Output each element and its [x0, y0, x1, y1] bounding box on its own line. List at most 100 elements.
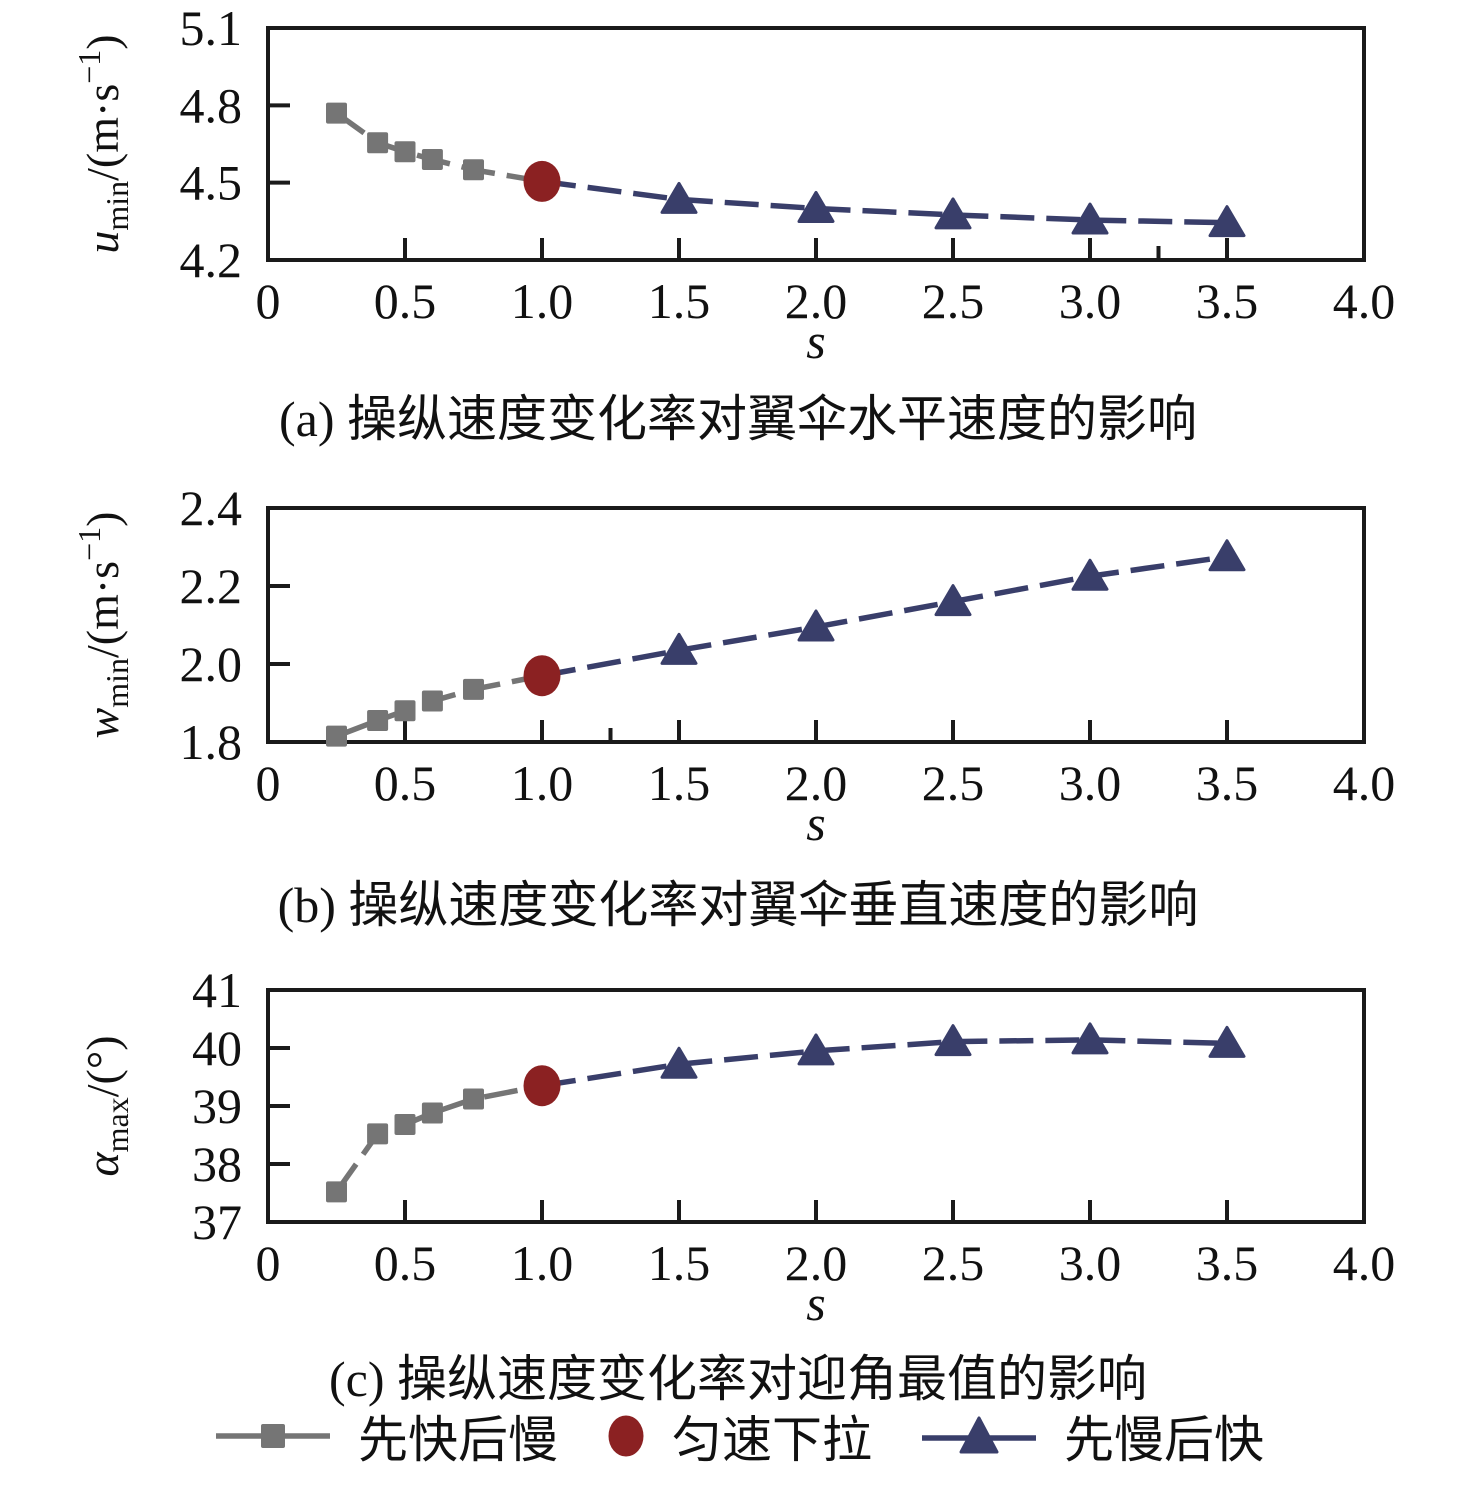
series-line-c-2	[541, 1037, 1228, 1089]
marker-c-square-0	[326, 1181, 347, 1203]
marker-b-triangle-3	[1071, 558, 1109, 591]
marker-b-triangle-2	[934, 584, 972, 617]
series-line-b-0	[335, 673, 543, 739]
legend-label-fast-slow: 先快后慢	[358, 1412, 558, 1468]
y-tick-label-b-0: 1.8	[180, 714, 243, 770]
x-tick-label-c-6: 3.0	[1059, 1235, 1122, 1291]
marker-a-triangle-2	[934, 197, 972, 230]
x-tick-label-a-2: 1.0	[511, 273, 574, 329]
y-tick-label-c-2: 39	[192, 1078, 242, 1134]
caption-c: (c) 操纵速度变化率对迎角最值的影响	[329, 1351, 1147, 1407]
y-axis-label-a: umin/(m·s−1)	[71, 34, 135, 253]
marker-c-triangle-3	[1071, 1022, 1109, 1055]
marker-a-square-3	[421, 148, 443, 170]
marker-b-triangle-4	[1208, 539, 1246, 572]
marker-b-triangle-1	[797, 609, 835, 642]
x-axis-label-c: s	[806, 1275, 825, 1331]
legend-label-uniform: 匀速下拉	[672, 1412, 872, 1468]
marker-c-square-3	[421, 1102, 443, 1124]
y-axis-label-c: αmax/(°)	[77, 1035, 135, 1176]
x-tick-label-b-1: 0.5	[374, 755, 437, 811]
x-tick-label-c-4: 2.0	[785, 1235, 848, 1291]
series-line-b-2	[541, 554, 1228, 679]
x-tick-label-a-3: 1.5	[648, 273, 711, 329]
marker-c-triangle-4	[1208, 1025, 1246, 1058]
y-tick-label-b-2: 2.2	[180, 558, 243, 614]
marker-a-triangle-1	[797, 190, 835, 223]
y-tick-label-b-1: 2.0	[180, 636, 243, 692]
x-tick-label-b-4: 2.0	[785, 755, 848, 811]
marker-b-square-4	[463, 678, 484, 700]
x-tick-label-c-1: 0.5	[374, 1235, 437, 1291]
marker-b-square-0	[326, 725, 347, 747]
legend-triangle-icon	[959, 1416, 999, 1454]
x-axis-label-a: s	[806, 313, 825, 369]
marker-a-square-0	[326, 102, 347, 124]
marker-a-triangle-4	[1208, 205, 1246, 238]
marker-b-square-3	[421, 690, 443, 712]
marker-a-triangle-3	[1071, 202, 1109, 235]
legend-item-slow-fast: 先慢后快	[918, 1400, 1264, 1472]
legend-label-slow-fast: 先慢后快	[1064, 1412, 1264, 1468]
marker-a-square-1	[367, 132, 389, 154]
marker-c-triangle-2	[934, 1024, 972, 1057]
legend-item-uniform: 匀速下拉	[604, 1400, 872, 1472]
plot-box-a	[266, 26, 1366, 262]
plot-box-b	[266, 506, 1366, 744]
marker-b-square-1	[367, 710, 389, 732]
x-tick-label-a-5: 2.5	[922, 273, 985, 329]
x-tick-label-b-2: 1.0	[511, 755, 574, 811]
y-tick-label-a-2: 4.8	[180, 77, 243, 133]
legend-sample-square-line	[216, 1424, 330, 1448]
y-axis-label-b: wmin/(m·s−1)	[71, 512, 135, 739]
marker-c-square-2	[394, 1114, 416, 1136]
x-tick-label-b-3: 1.5	[648, 755, 711, 811]
x-tick-label-b-8: 4.0	[1333, 755, 1396, 811]
marker-a-square-2	[394, 141, 416, 163]
series-line-a-2	[541, 178, 1228, 226]
x-axis-label-b: s	[806, 795, 825, 851]
caption-b: (b) 操纵速度变化率对翼伞垂直速度的影响	[277, 877, 1199, 933]
marker-c-square-4	[463, 1088, 484, 1110]
y-tick-label-c-4: 41	[192, 962, 242, 1018]
plot-box-c	[266, 988, 1366, 1224]
marker-c-triangle-1	[797, 1033, 835, 1066]
y-tick-label-c-0: 37	[192, 1194, 242, 1250]
marker-c-triangle-0	[660, 1046, 698, 1079]
legend: 先快后慢 匀速下拉 先慢后快	[0, 1400, 1476, 1472]
x-tick-label-c-3: 1.5	[648, 1235, 711, 1291]
x-tick-label-c-7: 3.5	[1196, 1235, 1259, 1291]
series-line-a-0	[334, 110, 543, 185]
x-tick-label-c-8: 4.0	[1333, 1235, 1396, 1291]
marker-b-triangle-0	[660, 632, 698, 665]
y-tick-label-b-3: 2.4	[180, 480, 243, 536]
x-tick-label-b-6: 3.0	[1059, 755, 1122, 811]
x-tick-label-a-8: 4.0	[1333, 273, 1396, 329]
legend-circle-icon	[608, 1415, 644, 1457]
y-tick-label-a-0: 4.2	[180, 232, 243, 288]
y-tick-label-a-3: 5.1	[180, 0, 243, 56]
legend-sample-triangle-line	[922, 1416, 1036, 1454]
x-tick-label-a-1: 0.5	[374, 273, 437, 329]
x-tick-label-b-0: 0	[256, 755, 281, 811]
y-tick-label-c-1: 38	[192, 1136, 242, 1192]
marker-a-triangle-0	[660, 181, 698, 214]
y-tick-label-a-1: 4.5	[180, 155, 243, 211]
marker-a-square-4	[463, 159, 484, 181]
caption-a: (a) 操纵速度变化率对翼伞水平速度的影响	[279, 391, 1197, 447]
marker-c-square-1	[367, 1123, 389, 1145]
legend-sample-circle	[608, 1415, 644, 1457]
legend-square-icon	[261, 1424, 285, 1448]
legend-item-fast-slow: 先快后慢	[212, 1400, 558, 1472]
y-tick-label-c-3: 40	[192, 1020, 242, 1076]
marker-a-circle-0	[523, 160, 561, 202]
marker-b-circle-0	[523, 655, 561, 697]
x-tick-label-b-7: 3.5	[1196, 755, 1259, 811]
x-tick-label-a-0: 0	[256, 273, 281, 329]
x-tick-label-b-5: 2.5	[922, 755, 985, 811]
x-tick-label-a-4: 2.0	[785, 273, 848, 329]
x-tick-label-a-6: 3.0	[1059, 273, 1122, 329]
x-tick-label-a-7: 3.5	[1196, 273, 1259, 329]
